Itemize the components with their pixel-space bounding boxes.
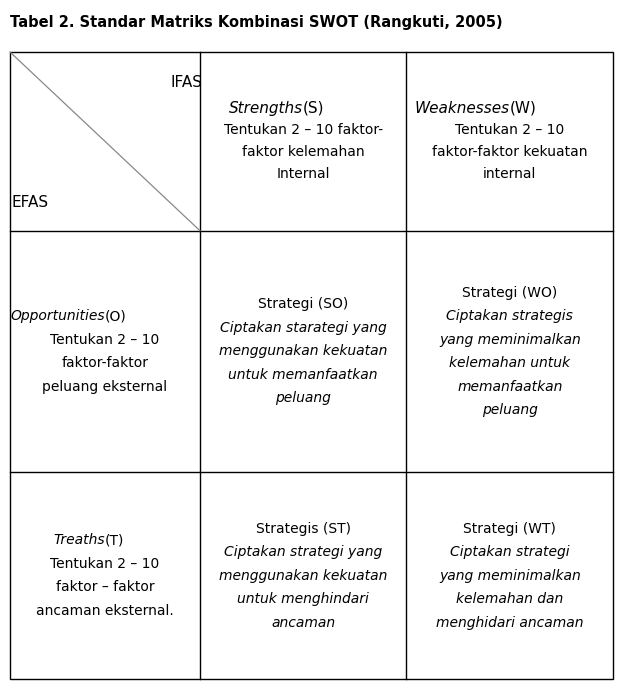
Text: internal: internal [483, 168, 536, 181]
Text: Tentukan 2 – 10 faktor-: Tentukan 2 – 10 faktor- [224, 124, 383, 137]
Text: Tentukan 2 – 10: Tentukan 2 – 10 [50, 556, 159, 571]
Text: Ciptakan strategi: Ciptakan strategi [450, 545, 569, 559]
Text: faktor-faktor kekuatan: faktor-faktor kekuatan [432, 146, 587, 159]
Text: Tabel 2. Standar Matriks Kombinasi SWOT (Rangkuti, 2005): Tabel 2. Standar Matriks Kombinasi SWOT … [10, 15, 503, 30]
Text: Strategis (ST): Strategis (ST) [255, 521, 351, 536]
Text: memanfaatkan: memanfaatkan [457, 380, 563, 394]
Text: kelemahan dan: kelemahan dan [456, 592, 563, 606]
Text: ancaman: ancaman [271, 616, 335, 629]
Text: EFAS: EFAS [11, 195, 49, 210]
Text: peluang eksternal: peluang eksternal [42, 380, 168, 394]
Text: Tentukan 2 – 10: Tentukan 2 – 10 [455, 124, 564, 137]
Text: Internal: Internal [277, 168, 330, 181]
Text: untuk menghindari: untuk menghindari [237, 592, 369, 606]
Text: Ciptakan strategi yang: Ciptakan strategi yang [224, 545, 383, 559]
Text: Strengths: Strengths [229, 101, 303, 116]
Text: IFAS: IFAS [171, 74, 203, 89]
Text: (W): (W) [510, 101, 536, 116]
Text: Weaknesses: Weaknesses [415, 101, 510, 116]
Text: (O): (O) [105, 309, 126, 323]
Text: faktor – faktor: faktor – faktor [55, 581, 155, 594]
Text: kelemahan untuk: kelemahan untuk [449, 356, 570, 370]
Text: ancaman eksternal.: ancaman eksternal. [36, 604, 174, 618]
Text: faktor-faktor: faktor-faktor [62, 356, 148, 370]
Text: menggunakan kekuatan: menggunakan kekuatan [219, 344, 388, 359]
Text: Ciptakan starategi yang: Ciptakan starategi yang [220, 321, 387, 335]
Text: yang meminimalkan: yang meminimalkan [439, 333, 581, 347]
Text: faktor kelemahan: faktor kelemahan [242, 146, 364, 159]
Text: Strategi (WT): Strategi (WT) [464, 521, 556, 536]
Text: menggunakan kekuatan: menggunakan kekuatan [219, 569, 388, 583]
Text: Strategi (WO): Strategi (WO) [462, 286, 558, 300]
Text: (S): (S) [303, 101, 325, 116]
Text: menghidari ancaman: menghidari ancaman [436, 616, 584, 629]
Text: Opportunities: Opportunities [11, 309, 105, 323]
Text: (T): (T) [105, 533, 125, 548]
Text: yang meminimalkan: yang meminimalkan [439, 569, 581, 583]
Text: untuk memanfaatkan: untuk memanfaatkan [229, 368, 378, 382]
Text: Ciptakan strategis: Ciptakan strategis [446, 309, 573, 323]
Text: Strategi (SO): Strategi (SO) [258, 297, 348, 311]
Text: peluang: peluang [275, 392, 331, 405]
Text: Tentukan 2 – 10: Tentukan 2 – 10 [50, 333, 159, 347]
Text: peluang: peluang [482, 403, 538, 417]
Text: Treaths: Treaths [54, 533, 105, 548]
